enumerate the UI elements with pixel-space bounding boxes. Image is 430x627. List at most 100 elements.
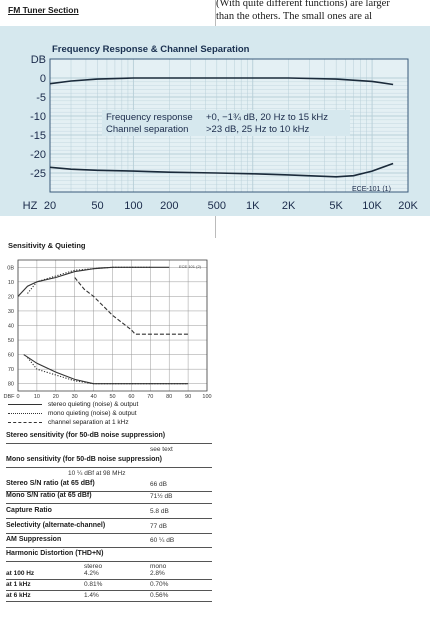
sensitivity-quieting-chart: 0B 10 20 30 40 50 60 70 80 DBF 0 10 20 30 40 50 60 70 80 9… <box>4 259 212 400</box>
x-tick-label: 60 <box>128 394 134 400</box>
x-tick-label: 80 <box>166 394 172 400</box>
annotation-background <box>102 110 350 136</box>
x-tick-label: 20 <box>44 200 56 212</box>
spec-value: 77 dB <box>150 523 167 530</box>
quieting-chart-title: Sensitivity & Quieting <box>8 241 86 250</box>
y-tick-label: -5 <box>36 92 46 104</box>
thd-col-mono: mono <box>150 563 167 570</box>
legend-label-stereo: stereo quieting (noise) & output <box>48 401 139 408</box>
legend-item-mono: mono quieting (noise) & output <box>8 409 208 418</box>
y-tick-label: 50 <box>8 338 14 344</box>
x-tick-label: 1K <box>246 200 260 212</box>
frequency-chart-title: Frequency Response & Channel Separation <box>52 44 250 55</box>
quieting-chart-x-ticks: DBF 0 10 20 30 40 50 60 70 80 90 100 <box>4 394 212 400</box>
y-tick-label: 0 <box>40 73 46 85</box>
spec-row-mono-sensitivity: Mono sensitivity (for 50-dB noise suppre… <box>6 456 212 468</box>
spec-row-mono-sn: Mono S/N ratio (at 65 dBf) 71½ dB <box>6 492 212 504</box>
thd-mono-value: 0.70% <box>150 581 169 588</box>
spec-row-stereo-sensitivity: Stereo sensitivity (for 50-dB noise supp… <box>6 432 212 444</box>
annotation-fr-label: Frequency response <box>106 112 193 123</box>
thd-row: at 100 Hz 4.2% 2.8% <box>6 570 212 580</box>
thd-freq: at 1 kHz <box>6 581 31 588</box>
section-title: FM Tuner Section <box>8 5 79 15</box>
frequency-chart-x-ticks: HZ 20 50 100 200 500 1K 2K 5K 10K 20K <box>23 200 419 212</box>
legend-label-mono: mono quieting (noise) & output <box>48 410 137 417</box>
quieting-chart-frame <box>17 259 208 392</box>
legend-swatch-solid <box>8 404 42 405</box>
thd-stereo-value: 0.81% <box>84 581 103 588</box>
legend-item-separation: channel separation at 1 kHz <box>8 418 208 427</box>
y-tick-label: -25 <box>30 168 46 180</box>
spec-row-selectivity: Selectivity (alternate-channel) 77 dB <box>6 522 212 534</box>
spec-row-am-suppression: AM Suppression 60 ¼ dB <box>6 536 212 548</box>
spec-value: see text <box>150 446 173 453</box>
thd-stereo-value: 4.2% <box>84 570 99 577</box>
thd-mono-value: 2.8% <box>150 570 165 577</box>
x-tick-label: DBF <box>4 394 16 400</box>
spec-label: Mono S/N ratio (at 65 dBf) <box>6 492 92 499</box>
thd-stereo-value: 1.4% <box>84 592 99 599</box>
legend-item-stereo: stereo quieting (noise) & output <box>8 400 208 409</box>
annotation-cs-label: Channel separation <box>106 124 188 135</box>
quieting-chart-series <box>17 266 189 385</box>
y-tick-label: 40 <box>8 324 14 330</box>
quieting-chart-y-ticks: 0B 10 20 30 40 50 60 70 80 <box>7 265 14 387</box>
thd-row: at 6 kHz 1.4% 0.56% <box>6 592 212 602</box>
spec-label: Mono sensitivity (for 50-dB noise suppre… <box>6 456 162 463</box>
x-tick-label: 10K <box>362 200 382 212</box>
y-tick-label: 70 <box>8 367 14 373</box>
frequency-response-line <box>49 77 394 86</box>
spec-label: Stereo S/N ratio (at 65 dBf) <box>6 480 95 487</box>
x-tick-label: 20 <box>53 394 59 400</box>
x-tick-label: 90 <box>185 394 191 400</box>
spec-label: Selectivity (alternate-channel) <box>6 522 106 529</box>
spec-label: Stereo sensitivity (for 50-dB noise supp… <box>6 432 166 439</box>
quieting-legend: stereo quieting (noise) & output mono qu… <box>8 400 208 427</box>
body-text-line-1: (With quite different functions) are lar… <box>216 0 390 9</box>
y-tick-label: 60 <box>8 353 14 359</box>
thd-mono-value: 0.56% <box>150 592 169 599</box>
spec-row-stereo-sn: Stereo S/N ratio (at 65 dBf) 66 dB <box>6 480 212 492</box>
spec-value: 5.8 dB <box>150 508 169 515</box>
spec-label: Harmonic Distortion (THD+N) <box>6 550 104 557</box>
x-tick-label: 70 <box>147 394 153 400</box>
x-tick-label: 5K <box>329 200 343 212</box>
x-tick-label: 100 <box>124 200 142 212</box>
thd-freq: at 100 Hz <box>6 570 35 577</box>
frequency-chart-frame <box>49 58 409 193</box>
x-tick-label: 40 <box>91 394 97 400</box>
x-tick-label: 100 <box>202 394 211 400</box>
legend-swatch-dashed <box>8 422 42 423</box>
x-tick-label: 50 <box>109 394 115 400</box>
spec-row-thd: Harmonic Distortion (THD+N) <box>6 550 212 562</box>
spec-value: 10 ¼ dBf at 98 MHz <box>68 470 126 477</box>
legend-swatch-dotted <box>8 413 42 414</box>
spec-value: 66 dB <box>150 481 167 488</box>
y-tick-label: 30 <box>8 309 14 315</box>
spec-label: Capture Ratio <box>6 507 52 514</box>
x-tick-label: 2K <box>282 200 296 212</box>
y-tick-label: -15 <box>30 130 46 142</box>
x-tick-label: 0 <box>16 394 19 400</box>
quieting-series-line <box>27 266 151 294</box>
x-tick-label: 10 <box>34 394 40 400</box>
x-tick-label: 500 <box>208 200 226 212</box>
x-tick-label: HZ <box>23 200 38 212</box>
spec-value: 71½ dB <box>150 493 173 500</box>
spec-table: Stereo sensitivity (for 50-dB noise supp… <box>6 432 212 622</box>
spec-value: 60 ¼ dB <box>150 537 175 544</box>
x-tick-label: 200 <box>160 200 178 212</box>
x-tick-label: 20K <box>398 200 418 212</box>
y-tick-label: -20 <box>30 149 46 161</box>
annotation-cs-value: >23 dB, 25 Hz to 10 kHz <box>206 124 309 135</box>
spec-label: AM Suppression <box>6 536 62 543</box>
y-tick-label: 10 <box>8 280 14 286</box>
quieting-series-line <box>74 277 189 335</box>
body-text: (With quite different functions) are lar… <box>216 0 430 23</box>
annotation-fr-value: +0, −1¾ dB, 20 Hz to 15 kHz <box>206 112 328 123</box>
y-tick-label: 0B <box>7 265 14 271</box>
y-tick-label: 80 <box>8 382 14 388</box>
legend-label-separation: channel separation at 1 kHz <box>48 419 129 426</box>
x-tick-label: 30 <box>72 394 78 400</box>
channel-separation-line <box>49 162 394 178</box>
